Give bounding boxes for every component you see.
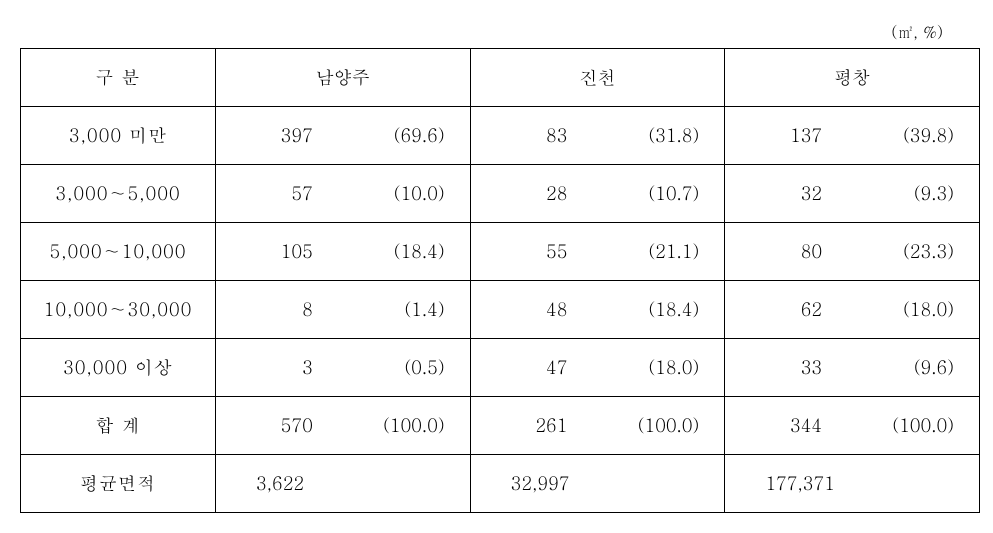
- total-label: 합 계: [21, 397, 216, 455]
- cell-percent: (9.6): [852, 339, 979, 397]
- average-value: 177,371: [725, 455, 852, 513]
- average-blank: [343, 455, 470, 513]
- row-label: 10,000∼30,000: [21, 281, 216, 339]
- header-col1-text: 남양주: [316, 65, 370, 90]
- cell-value: 80: [725, 223, 852, 281]
- total-percent: (100.0): [343, 397, 470, 455]
- cell-value: 397: [216, 107, 343, 165]
- total-value: 261: [470, 397, 597, 455]
- total-percent: (100.0): [852, 397, 979, 455]
- table-row: 30,000 이상 3 (0.5) 47 (18.0) 33 (9.6): [21, 339, 980, 397]
- cell-percent: (9.3): [852, 165, 979, 223]
- cell-value: 83: [470, 107, 597, 165]
- table-row: 3,000 미만 397 (69.6) 83 (31.8) 137 (39.8): [21, 107, 980, 165]
- cell-percent: (31.8): [597, 107, 724, 165]
- average-label: 평균면적: [21, 455, 216, 513]
- header-col1: 남양주: [216, 49, 471, 107]
- total-value: 344: [725, 397, 852, 455]
- header-row: 구 분 남양주 진천 평창: [21, 49, 980, 107]
- cell-percent: (18.0): [852, 281, 979, 339]
- cell-value: 137: [725, 107, 852, 165]
- table-row: 10,000∼30,000 8 (1.4) 48 (18.4) 62 (18.0…: [21, 281, 980, 339]
- cell-percent: (0.5): [343, 339, 470, 397]
- header-category-text: 구 분: [96, 65, 141, 90]
- cell-value: 55: [470, 223, 597, 281]
- cell-value: 47: [470, 339, 597, 397]
- table-row: 3,000∼5,000 57 (10.0) 28 (10.7) 32 (9.3): [21, 165, 980, 223]
- header-category: 구 분: [21, 49, 216, 107]
- total-row: 합 계 570 (100.0) 261 (100.0) 344 (100.0): [21, 397, 980, 455]
- cell-percent: (10.0): [343, 165, 470, 223]
- row-label: 3,000 미만: [21, 107, 216, 165]
- cell-percent: (39.8): [852, 107, 979, 165]
- average-value: 32,997: [470, 455, 597, 513]
- cell-value: 28: [470, 165, 597, 223]
- cell-value: 48: [470, 281, 597, 339]
- total-percent: (100.0): [597, 397, 724, 455]
- header-col3: 평창: [725, 49, 980, 107]
- cell-percent: (18.4): [597, 281, 724, 339]
- row-label: 3,000∼5,000: [21, 165, 216, 223]
- total-value: 570: [216, 397, 343, 455]
- header-col3-text: 평창: [834, 65, 870, 90]
- data-table: 구 분 남양주 진천 평창 3,000 미만 397 (69.6) 83 (31…: [20, 48, 980, 513]
- cell-value: 8: [216, 281, 343, 339]
- cell-percent: (69.6): [343, 107, 470, 165]
- header-col2-text: 진천: [579, 65, 615, 90]
- header-col2: 진천: [470, 49, 725, 107]
- cell-value: 3: [216, 339, 343, 397]
- cell-value: 105: [216, 223, 343, 281]
- average-blank: [852, 455, 979, 513]
- cell-value: 33: [725, 339, 852, 397]
- cell-percent: (1.4): [343, 281, 470, 339]
- average-value: 3,622: [216, 455, 343, 513]
- row-label: 30,000 이상: [21, 339, 216, 397]
- row-label: 5,000∼10,000: [21, 223, 216, 281]
- cell-value: 57: [216, 165, 343, 223]
- cell-percent: (10.7): [597, 165, 724, 223]
- cell-value: 62: [725, 281, 852, 339]
- table-row: 5,000∼10,000 105 (18.4) 55 (21.1) 80 (23…: [21, 223, 980, 281]
- average-blank: [597, 455, 724, 513]
- average-row: 평균면적 3,622 32,997 177,371: [21, 455, 980, 513]
- cell-percent: (18.0): [597, 339, 724, 397]
- unit-label: (㎡, %): [20, 20, 973, 48]
- cell-percent: (21.1): [597, 223, 724, 281]
- cell-value: 32: [725, 165, 852, 223]
- cell-percent: (23.3): [852, 223, 979, 281]
- cell-percent: (18.4): [343, 223, 470, 281]
